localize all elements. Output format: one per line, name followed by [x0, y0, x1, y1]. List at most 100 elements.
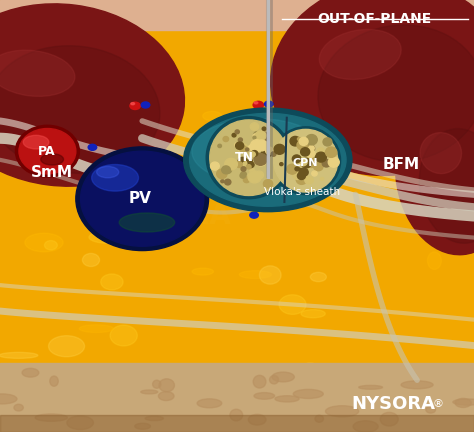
Circle shape — [246, 148, 249, 151]
Ellipse shape — [23, 135, 49, 149]
Circle shape — [223, 166, 232, 174]
Ellipse shape — [255, 133, 269, 142]
Circle shape — [265, 152, 269, 156]
Circle shape — [250, 123, 259, 130]
Ellipse shape — [301, 310, 325, 318]
Circle shape — [305, 176, 313, 184]
Ellipse shape — [82, 254, 100, 267]
Circle shape — [248, 162, 254, 168]
Circle shape — [328, 157, 339, 167]
Ellipse shape — [239, 271, 272, 279]
Ellipse shape — [76, 147, 209, 251]
Ellipse shape — [192, 268, 213, 275]
Circle shape — [296, 175, 307, 184]
Text: SmM: SmM — [31, 165, 73, 180]
Circle shape — [249, 168, 254, 172]
Ellipse shape — [145, 416, 164, 421]
Ellipse shape — [135, 423, 150, 429]
Circle shape — [253, 133, 259, 139]
Text: NYSORA: NYSORA — [101, 202, 231, 230]
Ellipse shape — [91, 165, 138, 191]
Bar — [0, 0, 474, 30]
Ellipse shape — [89, 231, 129, 243]
Ellipse shape — [22, 368, 39, 377]
Circle shape — [218, 144, 221, 148]
Ellipse shape — [42, 95, 66, 110]
Circle shape — [223, 137, 228, 142]
Ellipse shape — [395, 91, 474, 255]
Circle shape — [248, 145, 254, 150]
Circle shape — [306, 134, 317, 145]
Circle shape — [326, 147, 337, 157]
Ellipse shape — [197, 399, 222, 408]
Ellipse shape — [274, 130, 337, 192]
Ellipse shape — [156, 222, 187, 229]
Circle shape — [222, 166, 230, 174]
Circle shape — [287, 166, 295, 174]
Ellipse shape — [192, 119, 325, 184]
Ellipse shape — [457, 216, 474, 229]
Circle shape — [308, 161, 315, 168]
Circle shape — [251, 140, 263, 152]
Ellipse shape — [453, 399, 474, 405]
Circle shape — [238, 157, 247, 166]
Circle shape — [287, 164, 298, 174]
Circle shape — [246, 165, 251, 169]
Text: OUT-OF-PLANE: OUT-OF-PLANE — [317, 13, 432, 26]
Ellipse shape — [15, 125, 80, 177]
Circle shape — [240, 146, 247, 152]
Ellipse shape — [153, 380, 161, 388]
Circle shape — [265, 147, 273, 154]
Circle shape — [299, 137, 308, 146]
Circle shape — [225, 179, 231, 185]
Circle shape — [301, 159, 311, 168]
Circle shape — [271, 152, 276, 156]
Ellipse shape — [248, 414, 266, 425]
Ellipse shape — [428, 252, 441, 270]
Circle shape — [262, 127, 266, 130]
Circle shape — [305, 162, 311, 168]
Ellipse shape — [119, 213, 174, 232]
Ellipse shape — [455, 398, 471, 407]
Circle shape — [255, 140, 267, 151]
Ellipse shape — [110, 325, 137, 346]
Circle shape — [251, 151, 258, 156]
Ellipse shape — [130, 102, 140, 110]
Ellipse shape — [210, 158, 236, 167]
Ellipse shape — [250, 212, 258, 218]
Ellipse shape — [141, 102, 150, 108]
Text: Vloka's sheath: Vloka's sheath — [264, 187, 340, 197]
Circle shape — [232, 133, 236, 137]
Ellipse shape — [14, 404, 23, 411]
Circle shape — [253, 148, 257, 152]
Ellipse shape — [419, 129, 474, 243]
Circle shape — [223, 170, 226, 173]
Text: NYSORA: NYSORA — [351, 395, 436, 413]
Circle shape — [236, 162, 242, 168]
Text: PV: PV — [128, 191, 151, 206]
Circle shape — [301, 171, 307, 176]
Ellipse shape — [426, 407, 436, 413]
Ellipse shape — [206, 117, 292, 199]
Ellipse shape — [0, 353, 38, 359]
Ellipse shape — [48, 336, 84, 357]
Circle shape — [311, 155, 317, 160]
Ellipse shape — [352, 118, 362, 131]
Ellipse shape — [182, 386, 210, 402]
Bar — [0, 415, 474, 432]
Ellipse shape — [319, 29, 401, 79]
Circle shape — [210, 162, 219, 170]
Ellipse shape — [55, 145, 77, 152]
Ellipse shape — [264, 101, 273, 107]
Circle shape — [243, 162, 249, 168]
Ellipse shape — [1, 140, 36, 153]
Ellipse shape — [270, 375, 279, 384]
Ellipse shape — [359, 385, 383, 389]
Ellipse shape — [190, 113, 346, 206]
Ellipse shape — [275, 396, 299, 402]
Circle shape — [317, 148, 325, 155]
Circle shape — [302, 158, 312, 166]
Circle shape — [236, 142, 244, 149]
Ellipse shape — [275, 189, 294, 195]
Circle shape — [298, 172, 305, 179]
